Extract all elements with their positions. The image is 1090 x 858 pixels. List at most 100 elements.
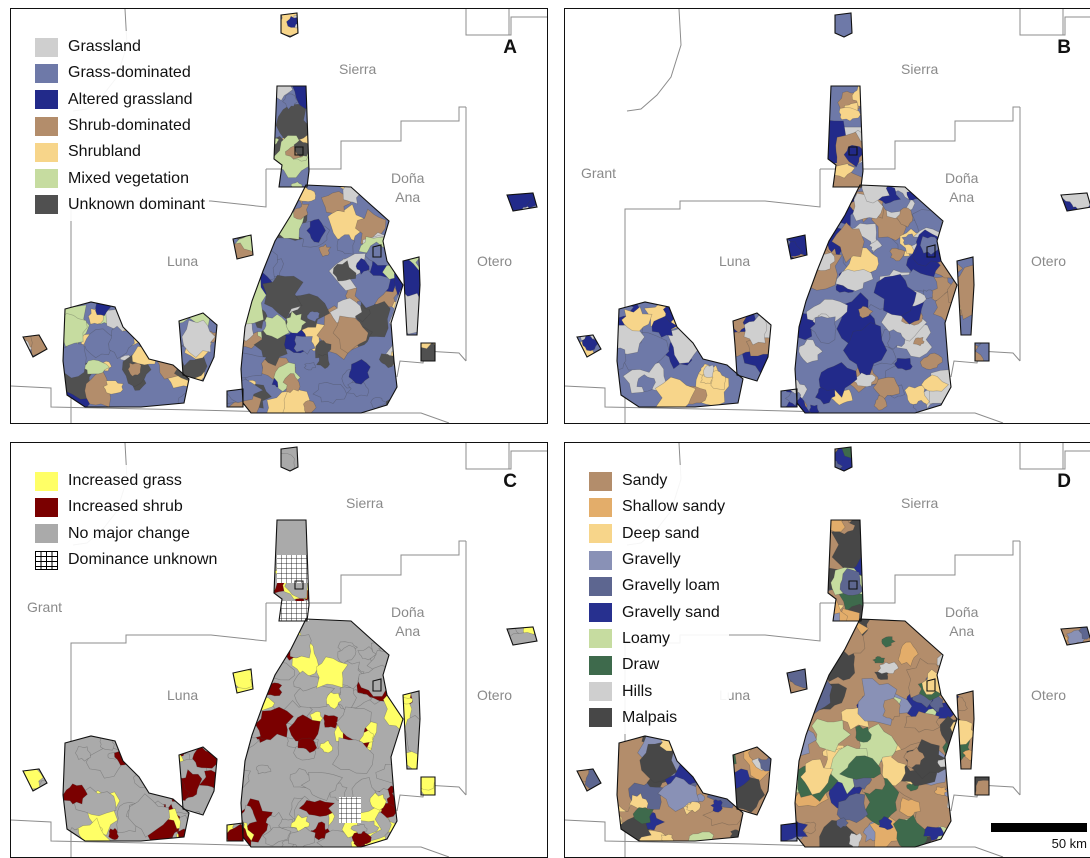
legend-label: Malpais [622, 708, 678, 726]
legend-item: Shrubland [35, 139, 205, 165]
map-legend: Grassland Grass-dominated Altered grassl… [31, 31, 209, 222]
scale-bar-line [991, 823, 1087, 832]
legend-swatch [35, 169, 58, 189]
panel-letter: B [1057, 37, 1071, 58]
legend-label: Grassland [68, 38, 141, 56]
legend-item: Gravelly [589, 547, 725, 573]
legend-item: Shrub-dominated [35, 113, 205, 139]
map-legend: Increased grass Increased shrub No major… [31, 465, 222, 577]
legend-item: Unknown dominant [35, 192, 205, 218]
map-unit-outlines [576, 446, 1090, 848]
legend-swatch [589, 629, 612, 649]
panel-letter: C [503, 471, 517, 492]
county-label-otero: Otero [477, 253, 513, 269]
legend-label: Shallow sandy [622, 498, 726, 516]
legend-item: Shallow sandy [589, 494, 725, 520]
county-label-sierra: Sierra [901, 495, 939, 511]
county-label-sierra: Sierra [346, 495, 384, 511]
legend-label: Shrubland [68, 143, 141, 161]
legend-item: Sandy [589, 468, 725, 494]
legend-label: Altered grassland [68, 90, 193, 108]
legend-swatch [589, 576, 612, 596]
legend-item: Malpais [589, 705, 725, 731]
legend-swatch [589, 682, 612, 702]
county-label-dona-ana: Doña Ana [391, 604, 425, 639]
panel-letter: A [503, 37, 517, 58]
legend-swatch [35, 116, 58, 136]
legend-item: Draw [589, 652, 725, 678]
scale-bar-label: 50 km [1051, 836, 1087, 851]
legend-label: Dominance unknown [68, 551, 218, 569]
legend-label: Mixed vegetation [68, 169, 189, 187]
legend-label: Draw [622, 656, 660, 674]
legend-label: Sandy [622, 472, 668, 490]
legend-item: Dominance unknown [35, 547, 217, 573]
county-label-sierra: Sierra [339, 61, 377, 77]
legend-swatch [35, 37, 58, 57]
county-label-dona-ana: Doña Ana [391, 170, 425, 205]
legend-swatch [35, 63, 58, 83]
county-label-luna: Luna [719, 253, 751, 269]
map-unit-outlines [22, 12, 538, 414]
legend-label: Shrub-dominated [68, 117, 191, 135]
legend-swatch [35, 497, 58, 517]
county-label-otero: Otero [1031, 687, 1067, 703]
legend-label: No major change [68, 524, 190, 542]
legend-swatch [589, 550, 612, 570]
legend-swatch [35, 524, 58, 544]
legend-swatch [35, 142, 58, 162]
county-label-luna: Luna [167, 687, 199, 703]
county-label-dona-ana: Doña Ana [945, 170, 979, 205]
county-label-grant: Grant [581, 165, 617, 181]
legend-label: Increased grass [68, 472, 182, 490]
legend-item: Mixed vegetation [35, 165, 205, 191]
legend-label: Deep sand [622, 524, 700, 542]
map-panel-a: Sierra Doña Ana Luna Otero Grassland Gra… [10, 8, 548, 424]
map-panel-d: Sierra Doña Ana Luna Otero Sandy Shallow… [564, 442, 1090, 858]
legend-item: Grass-dominated [35, 60, 205, 86]
panel-letter: D [1057, 471, 1071, 492]
county-label-dona-ana: Doña Ana [945, 604, 979, 639]
legend-swatch [35, 90, 58, 110]
county-label-luna: Luna [167, 253, 199, 269]
legend-item: Increased shrub [35, 494, 217, 520]
county-label-grant: Grant [27, 599, 63, 615]
map-unit-outlines [22, 446, 538, 848]
map-panel-c: Sierra Grant Doña Ana Luna Otero Increas… [10, 442, 548, 858]
legend-swatch [589, 524, 612, 544]
county-label-sierra: Sierra [901, 61, 939, 77]
legend-swatch [35, 550, 58, 570]
legend-label: Loamy [622, 629, 671, 647]
legend-label: Grass-dominated [68, 64, 191, 82]
legend-swatch [35, 471, 58, 491]
scale-bar: 50 km [991, 823, 1087, 851]
legend-swatch [589, 471, 612, 491]
legend-label: Increased shrub [68, 498, 183, 516]
county-boundaries [565, 9, 1090, 423]
map-b [565, 9, 1090, 423]
legend-item: Gravelly loam [589, 573, 725, 599]
map-legend: Sandy Shallow sandy Deep sand Gravelly G… [585, 465, 730, 734]
legend-swatch [589, 603, 612, 623]
county-label-otero: Otero [1031, 253, 1067, 269]
legend-label: Hills [622, 682, 653, 700]
legend-item: No major change [35, 521, 217, 547]
legend-label: Gravelly sand [622, 603, 720, 621]
legend-label: Gravelly loam [622, 577, 720, 595]
legend-item: Gravelly sand [589, 599, 725, 625]
map-unit-outlines [576, 12, 1090, 414]
legend-item: Grassland [35, 34, 205, 60]
map-panel-b: Sierra Grant Doña Ana Luna Otero B [564, 8, 1090, 424]
legend-label: Gravelly [622, 551, 681, 569]
legend-item: Altered grassland [35, 87, 205, 113]
map-units [577, 13, 1090, 413]
legend-swatch [589, 708, 612, 728]
legend-swatch [589, 655, 612, 675]
legend-item: Loamy [589, 626, 725, 652]
legend-item: Hills [589, 678, 725, 704]
legend-label: Unknown dominant [68, 195, 205, 213]
county-label-otero: Otero [477, 687, 513, 703]
legend-item: Deep sand [589, 521, 725, 547]
legend-item: Increased grass [35, 468, 217, 494]
